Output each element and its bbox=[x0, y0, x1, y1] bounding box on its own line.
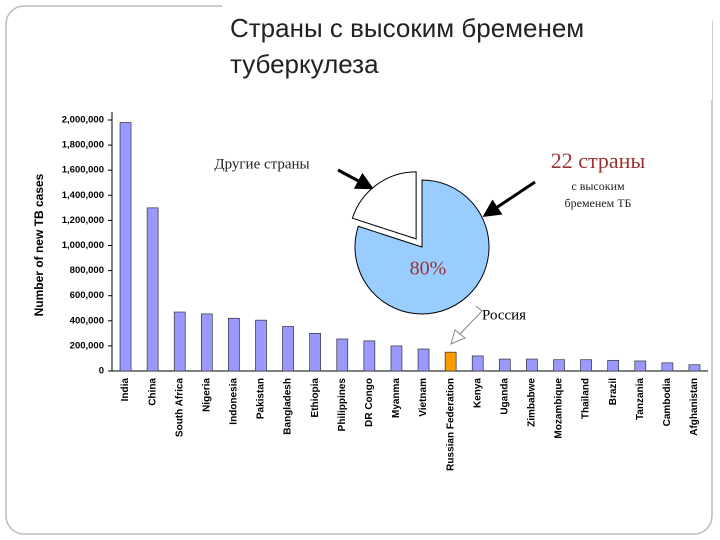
y-tick-label: 2,000,000 bbox=[62, 115, 104, 126]
bar bbox=[173, 311, 186, 372]
bar bbox=[282, 326, 294, 372]
x-tick-label: India bbox=[120, 378, 131, 402]
bar bbox=[471, 355, 484, 372]
y-tick-label: 1,400,000 bbox=[62, 190, 104, 201]
x-tick-label: Zimbabwe bbox=[527, 378, 538, 427]
x-tick-label: Vietnam bbox=[418, 378, 429, 417]
annotation: Россия bbox=[482, 307, 526, 323]
x-tick-label: Bangladesh bbox=[283, 378, 294, 435]
bar bbox=[498, 358, 511, 372]
slide-title: Страны с высоким бременем bbox=[230, 13, 584, 43]
bar bbox=[228, 317, 240, 372]
hollow-arrow bbox=[450, 305, 483, 345]
pie-slice bbox=[351, 171, 417, 240]
y-tick-label: 600,000 bbox=[70, 290, 104, 301]
bar bbox=[417, 348, 430, 372]
y-axis-label: Number of new TB cases bbox=[32, 173, 46, 316]
y-tick-label: 1,000,000 bbox=[62, 240, 104, 251]
bar bbox=[553, 359, 565, 372]
pie-note: с высоким bbox=[571, 179, 625, 193]
x-tick-label: Thailand bbox=[581, 378, 592, 419]
bar bbox=[580, 359, 592, 372]
pie-slice bbox=[354, 179, 490, 315]
x-tick-label: China bbox=[147, 378, 158, 406]
arrow bbox=[337, 168, 374, 190]
bar bbox=[363, 340, 376, 372]
bar bbox=[146, 207, 159, 372]
y-tick-label: 1,800,000 bbox=[62, 140, 104, 151]
title-bg bbox=[222, 4, 712, 100]
x-tick-label: Myanma bbox=[391, 378, 402, 418]
bar bbox=[255, 319, 267, 372]
bar bbox=[688, 364, 701, 372]
bar bbox=[390, 345, 403, 372]
x-tick-label: Tanzania bbox=[635, 378, 646, 420]
x-tick-label: Cambodia bbox=[662, 378, 673, 427]
y-tick-label: 1,600,000 bbox=[62, 165, 104, 176]
y-tick-label: 0 bbox=[99, 366, 104, 377]
bar bbox=[309, 333, 322, 372]
bar bbox=[200, 313, 213, 372]
bar bbox=[526, 358, 538, 372]
x-tick-label: Russian Federation bbox=[445, 378, 456, 471]
pie-label: 22 страны bbox=[551, 148, 646, 173]
slide-title: туберкулеза bbox=[230, 49, 379, 79]
bar bbox=[336, 338, 349, 372]
x-tick-label: Mozambique bbox=[554, 378, 565, 439]
x-tick-label: Nigeria bbox=[201, 378, 212, 412]
y-tick-label: 1,200,000 bbox=[62, 215, 104, 226]
bar bbox=[634, 360, 647, 372]
x-tick-label: DR Congo bbox=[364, 378, 375, 427]
arrow bbox=[482, 180, 536, 217]
x-tick-label: Ethiopia bbox=[310, 378, 321, 418]
x-tick-label: Kenya bbox=[472, 378, 483, 408]
x-tick-label: South Africa bbox=[174, 378, 185, 438]
pie-value-label: 80% bbox=[410, 258, 447, 280]
pie-label: Другие страны bbox=[214, 156, 309, 172]
y-tick-label: 800,000 bbox=[70, 265, 104, 276]
x-tick-label: Philippines bbox=[337, 378, 348, 432]
y-tick-label: 400,000 bbox=[70, 315, 104, 326]
y-tick-label: 200,000 bbox=[70, 340, 104, 351]
bar bbox=[444, 351, 457, 372]
x-tick-label: Indonesia bbox=[229, 378, 240, 425]
bar bbox=[607, 359, 620, 372]
x-tick-label: Pakistan bbox=[256, 378, 267, 419]
bar bbox=[119, 122, 132, 372]
x-tick-label: Uganda bbox=[499, 378, 510, 415]
bar bbox=[661, 362, 674, 372]
x-tick-label: Brazil bbox=[608, 378, 619, 405]
x-tick-label: Afghanistan bbox=[689, 378, 700, 436]
pie-note: бременем ТБ bbox=[565, 196, 632, 210]
